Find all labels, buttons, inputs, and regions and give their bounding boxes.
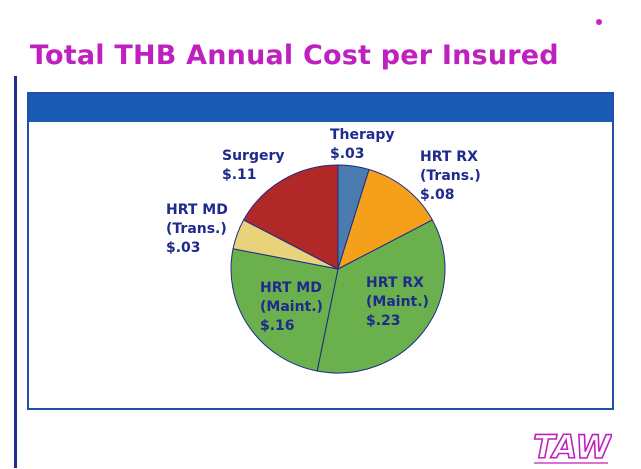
bullet-dot — [596, 19, 602, 25]
pie-slice — [316, 219, 446, 374]
slice-label-line: $.03 — [330, 146, 365, 162]
pie-slice — [242, 164, 339, 270]
slice-label-line: $.08 — [420, 187, 455, 203]
slice-label-line: Surgery — [222, 148, 285, 164]
slice-label-line: $.16 — [260, 318, 295, 334]
slice-label: HRT RX (Trans.) $.08 — [420, 149, 481, 203]
left-accent-line — [14, 76, 17, 468]
slice-label: HRT RX (Maint.) $.23 — [366, 275, 429, 329]
pie-slice — [230, 248, 339, 372]
panel-header-bar — [29, 94, 612, 122]
slice-label-line: HRT RX — [420, 149, 478, 165]
slice-label: Surgery $.11 — [222, 148, 285, 183]
taw-logo: TAW — [532, 428, 612, 466]
slice-label-line: $.03 — [166, 240, 201, 256]
slice-label-line: $.23 — [366, 313, 401, 329]
slice-label-line: Therapy — [330, 127, 395, 143]
slice-label-line: HRT MD — [260, 280, 322, 296]
slice-label-line: (Trans.) — [420, 168, 481, 184]
slice-label-line: HRT RX — [366, 275, 424, 291]
slice-label-line: HRT MD — [166, 202, 228, 218]
slice-label: HRT MD (Trans.) $.03 — [166, 202, 228, 256]
taw-logo-text: TAW — [533, 428, 612, 466]
slide-title: Total THB Annual Cost per Insured — [30, 40, 559, 71]
pie-slice — [337, 168, 434, 270]
slice-label: HRT MD (Maint.) $.16 — [260, 280, 323, 334]
slice-label-line: (Maint.) — [260, 299, 323, 315]
slice-label: Therapy $.03 — [330, 127, 395, 162]
slice-label-line: (Trans.) — [166, 221, 227, 237]
slice-label-line: (Maint.) — [366, 294, 429, 310]
slice-label-line: $.11 — [222, 167, 257, 183]
